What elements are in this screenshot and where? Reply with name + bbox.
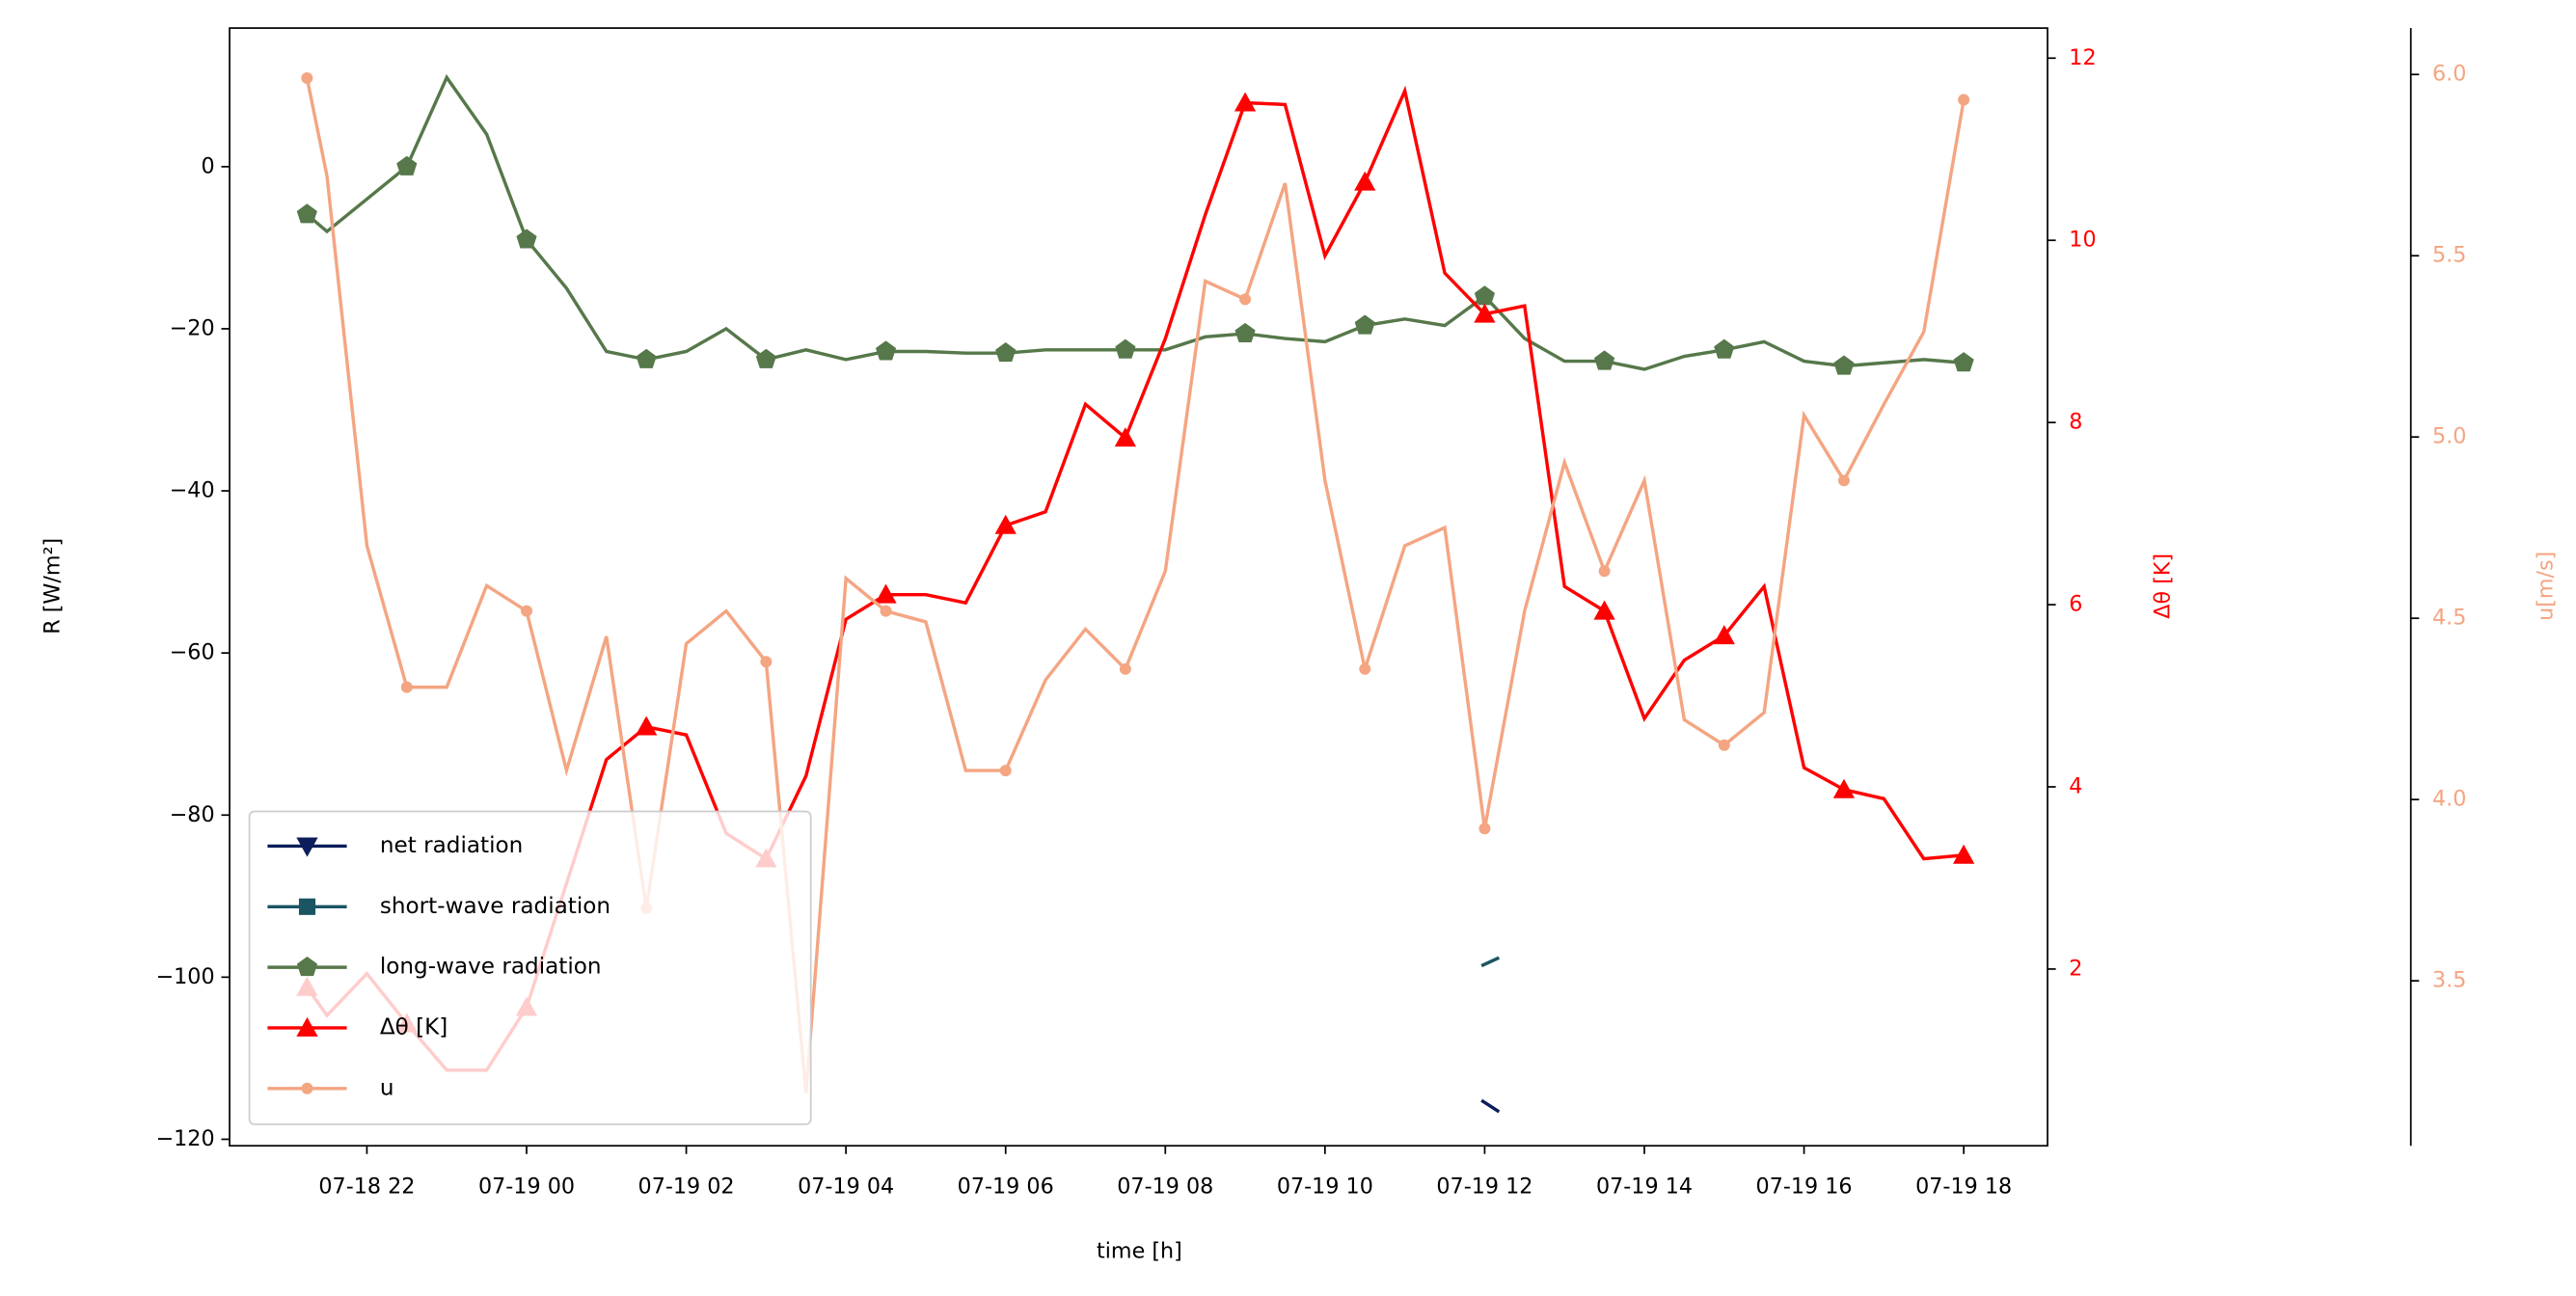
- series-line: [306, 73, 1965, 371]
- data-point: [1594, 350, 1615, 370]
- y-tick-label: 0: [201, 153, 214, 178]
- data-point: [636, 348, 657, 368]
- y3-tick-label: 6.0: [2432, 62, 2466, 87]
- x-tick-label: 07-19 02: [638, 1174, 735, 1200]
- data-point: [1953, 844, 1975, 864]
- y-tick-label: −40: [170, 478, 215, 503]
- series-line: [1480, 1098, 1501, 1114]
- data-point: [1953, 352, 1974, 372]
- plot-frame: [229, 27, 2048, 1148]
- data-point: [1474, 285, 1496, 306]
- data-point: [1234, 92, 1257, 112]
- legend-marker: [296, 956, 318, 977]
- data-point: [880, 605, 892, 617]
- data-point: [1474, 303, 1496, 323]
- data-point: [1718, 739, 1730, 751]
- y2-tick-label: 12: [2069, 45, 2096, 70]
- legend-label: net radiation: [380, 833, 523, 858]
- x-tick-label: 07-18 22: [318, 1174, 415, 1200]
- data-point: [995, 342, 1017, 363]
- data-point: [1714, 338, 1735, 359]
- legend-box: [248, 810, 812, 1125]
- data-point: [994, 514, 1017, 534]
- y2-tick-label: 2: [2069, 956, 2082, 981]
- y-tick-label: −120: [156, 1126, 215, 1151]
- data-point: [296, 203, 317, 224]
- data-point: [636, 716, 658, 736]
- y-tick-label: −100: [156, 964, 215, 989]
- x-axis-label: time [h]: [1097, 1238, 1182, 1263]
- data-point: [1115, 338, 1136, 359]
- legend-label: Δθ [K]: [380, 1014, 447, 1040]
- y2-tick-label: 8: [2069, 410, 2082, 435]
- y2-tick-label: 4: [2069, 774, 2082, 799]
- legend-marker: [301, 1082, 313, 1094]
- y-tick-label: −60: [170, 640, 215, 665]
- data-point: [1478, 823, 1491, 835]
- data-point: [1119, 662, 1131, 675]
- y3-axis-label: u[m/s]: [2534, 552, 2559, 621]
- x-tick-label: 07-19 16: [1756, 1174, 1853, 1200]
- x-tick-label: 07-19 14: [1596, 1174, 1693, 1200]
- y3-tick-label: 3.5: [2432, 968, 2466, 993]
- y2-tick-label: 6: [2069, 592, 2082, 617]
- x-tick-label: 07-19 08: [1117, 1174, 1213, 1200]
- y3-tick-label: 5.5: [2432, 243, 2466, 268]
- data-point: [516, 229, 537, 249]
- data-point: [1833, 355, 1855, 375]
- y-tick-label: −20: [170, 315, 215, 340]
- x-tick-label: 07-19 12: [1436, 1174, 1532, 1200]
- data-point: [1598, 565, 1611, 578]
- x-tick-label: 07-19 04: [798, 1174, 894, 1200]
- y3-tick-label: 5.0: [2432, 424, 2466, 449]
- data-point: [1958, 94, 1970, 106]
- data-point: [1354, 171, 1376, 191]
- y3-tick-label: 4.5: [2432, 606, 2466, 631]
- x-tick-label: 07-19 06: [958, 1174, 1054, 1200]
- x-tick-label: 07-19 10: [1277, 1174, 1373, 1200]
- data-point: [875, 340, 897, 361]
- data-point: [1837, 474, 1850, 487]
- data-point: [755, 348, 776, 368]
- series-line: [1480, 956, 1501, 968]
- data-point: [875, 583, 897, 604]
- legend-label: long-wave radiation: [380, 955, 602, 980]
- x-tick-label: 07-19 18: [1915, 1174, 2012, 1200]
- data-point: [1593, 600, 1615, 620]
- legend-label: short-wave radiation: [380, 894, 610, 919]
- data-point: [760, 656, 773, 668]
- legend-marker: [296, 1016, 318, 1037]
- y3-tick-label: 4.0: [2432, 787, 2466, 812]
- data-point: [1713, 625, 1735, 645]
- x-tick-label: 07-19 00: [478, 1174, 575, 1200]
- y-axis-label: R [W/m²]: [40, 538, 65, 634]
- y-tick-label: −80: [170, 802, 215, 827]
- data-point: [521, 605, 532, 617]
- data-point: [999, 765, 1012, 777]
- data-point: [1354, 314, 1375, 335]
- legend-marker: [298, 898, 316, 915]
- data-point: [400, 681, 413, 693]
- data-point: [1832, 778, 1856, 798]
- data-point: [1359, 662, 1371, 675]
- data-point: [1234, 322, 1256, 342]
- data-point: [1114, 427, 1137, 447]
- y2-axis-label: Δθ [K]: [2150, 554, 2175, 619]
- legend-label: u: [380, 1075, 394, 1100]
- y2-tick-label: 10: [2069, 228, 2096, 253]
- data-point: [301, 71, 313, 84]
- legend-marker: [296, 837, 318, 857]
- data-point: [396, 155, 418, 176]
- data-point: [1239, 293, 1252, 306]
